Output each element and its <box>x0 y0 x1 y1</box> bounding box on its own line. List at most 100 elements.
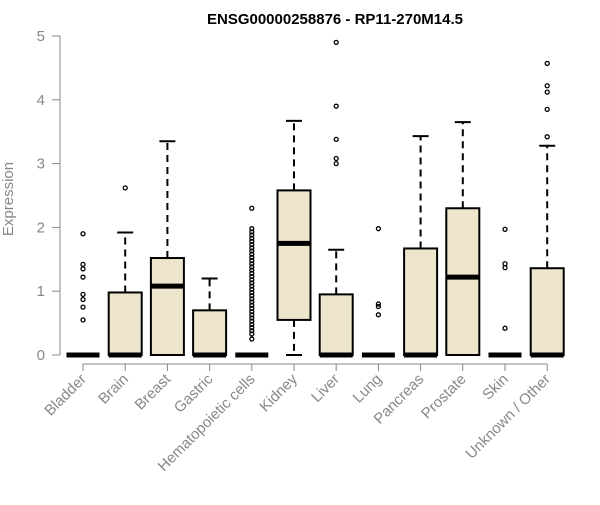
box-bladder <box>66 231 100 358</box>
box-pancreas <box>403 135 439 358</box>
outlier-point <box>249 267 255 273</box>
outlier-point <box>249 270 255 276</box>
outlier-point <box>249 318 255 324</box>
outlier-point <box>544 83 550 89</box>
x-tick-label: Prostate <box>418 371 470 423</box>
outlier-point <box>249 336 255 342</box>
outlier-point <box>249 296 255 302</box>
x-tick-label: Liver <box>308 371 343 406</box>
outlier-point <box>249 238 255 245</box>
axes: 0 1 2 3 4 5 <box>37 28 548 371</box>
outlier-point <box>502 264 508 271</box>
outlier-point <box>249 324 255 331</box>
outlier-point <box>333 155 339 162</box>
box-body <box>445 207 481 356</box>
outlier-point <box>249 328 255 334</box>
box-gastric <box>192 277 228 358</box>
outlier-point <box>249 273 255 280</box>
outlier-point <box>249 315 255 321</box>
outlier-point <box>249 277 255 283</box>
outlier-point <box>249 302 255 308</box>
box-kidney <box>276 119 312 356</box>
outlier-point <box>249 289 255 296</box>
x-tick-label: Brain <box>95 371 132 408</box>
outlier-point <box>80 304 86 310</box>
y-tick-label: 1 <box>37 283 45 300</box>
box-skin <box>488 226 522 358</box>
outlier-point <box>375 303 382 310</box>
outlier-point <box>122 185 128 191</box>
box-body <box>529 267 565 356</box>
outlier-point <box>249 308 255 315</box>
outlier-point <box>375 226 382 232</box>
y-axis-label: Expression <box>0 162 17 236</box>
box-body <box>276 189 312 321</box>
y-tick-label: 5 <box>37 28 45 45</box>
box-brain <box>107 185 143 358</box>
outlier-point <box>544 106 550 113</box>
outlier-point <box>249 245 255 251</box>
outlier-point <box>333 39 339 46</box>
x-tick-label: Breast <box>132 370 175 413</box>
y-tick-label: 3 <box>37 156 45 173</box>
outlier-point <box>249 241 255 248</box>
box-body <box>318 293 354 357</box>
box-body <box>149 257 185 356</box>
outlier-point <box>249 251 255 257</box>
outlier-point <box>375 301 382 307</box>
y-tick-label: 2 <box>37 219 45 236</box>
outlier-point <box>249 229 255 235</box>
outlier-point <box>249 299 255 305</box>
outlier-point <box>249 331 255 337</box>
outlier-point <box>249 254 255 261</box>
outlier-point <box>544 134 550 140</box>
outlier-point <box>249 235 255 241</box>
box-prostate <box>445 121 481 356</box>
x-tick-label: Lung <box>350 371 386 407</box>
box-unknown-other <box>529 60 565 358</box>
box-body <box>403 247 439 356</box>
x-tick-label: Kidney <box>256 370 301 415</box>
outlier-point <box>80 261 86 268</box>
outlier-point <box>249 293 255 299</box>
box-lung <box>361 226 395 358</box>
x-tick-label: Bladder <box>41 371 90 420</box>
outlier-point <box>544 89 550 95</box>
chart-title: ENSG00000258876 - RP11-270M14.5 <box>207 11 463 28</box>
y-tick-label: 0 <box>37 347 45 364</box>
outlier-point <box>375 312 382 318</box>
outlier-point <box>502 226 508 232</box>
outlier-point <box>249 248 255 254</box>
box-body <box>192 309 228 356</box>
outlier-point <box>80 231 86 237</box>
box-breast <box>149 140 185 356</box>
outlier-point <box>249 232 255 238</box>
outlier-point <box>502 325 508 331</box>
outlier-point <box>544 60 550 67</box>
outlier-point <box>80 274 86 280</box>
box-hematopoietic-cells <box>235 205 269 358</box>
x-tick-label: Skin <box>479 371 512 404</box>
outlier-point <box>333 136 339 143</box>
outlier-point <box>249 205 255 211</box>
outlier-point <box>249 226 255 232</box>
y-tick-label: 4 <box>37 92 45 109</box>
outlier-point <box>80 317 86 323</box>
outlier-point <box>249 286 255 292</box>
outlier-point <box>80 291 86 298</box>
outlier-point <box>80 266 86 272</box>
box-liver <box>318 39 354 358</box>
outlier-point <box>249 261 255 267</box>
outlier-point <box>249 312 255 318</box>
outlier-point <box>333 160 339 167</box>
outlier-point <box>249 280 255 286</box>
outlier-point <box>80 296 86 303</box>
outlier-point <box>249 283 255 289</box>
outlier-point <box>249 321 255 328</box>
boxes-group <box>66 39 565 358</box>
box-body <box>107 291 143 357</box>
outlier-point <box>249 305 255 312</box>
